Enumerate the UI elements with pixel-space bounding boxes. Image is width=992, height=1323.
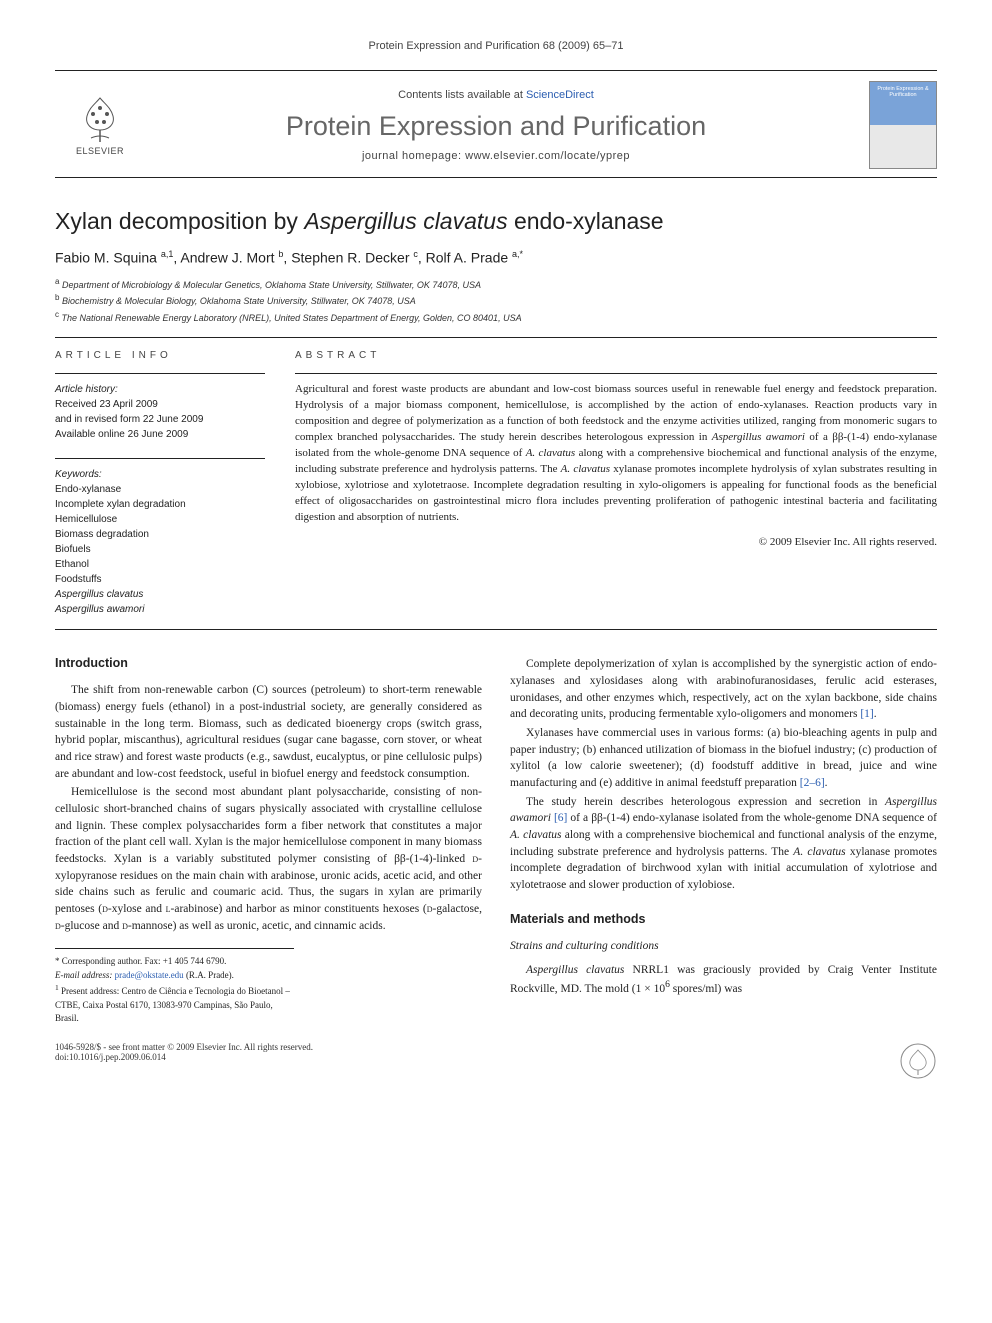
title-post: endo-xylanase — [508, 208, 664, 234]
strains-subheading: Strains and culturing conditions — [510, 940, 937, 952]
history-line: and in revised form 22 June 2009 — [55, 412, 265, 427]
present-address-note: 1 Present address: Centro de Ciência e T… — [55, 982, 294, 1026]
homepage-url: www.elsevier.com/locate/yprep — [465, 150, 630, 162]
info-abstract-row: article info Article history: Received 2… — [55, 350, 937, 617]
email-person: (R.A. Prade). — [186, 970, 234, 980]
keyword-item: Foodstuffs — [55, 572, 265, 587]
elsevier-tree-icon — [77, 94, 123, 144]
footer-left: 1046-5928/$ - see front matter © 2009 El… — [55, 1042, 313, 1082]
footnotes: * Corresponding author. Fax: +1 405 744 … — [55, 948, 294, 1026]
info-divider — [55, 373, 265, 374]
article-info-column: article info Article history: Received 2… — [55, 350, 265, 617]
divider-rule-2 — [55, 629, 937, 630]
journal-homepage-line: journal homepage: www.elsevier.com/locat… — [145, 150, 847, 162]
affiliation-line: a Department of Microbiology & Molecular… — [55, 276, 937, 293]
body-paragraph: The shift from non-renewable carbon (C) … — [55, 682, 482, 782]
cover-thumb-title: Protein Expression & Purification — [874, 86, 932, 98]
abstract-label: abstract — [295, 350, 937, 361]
journal-cover-thumbnail-icon: Protein Expression & Purification — [869, 81, 937, 169]
email-label: E-mail address: — [55, 970, 112, 980]
author-list: Fabio M. Squina a,1, Andrew J. Mort b, S… — [55, 249, 937, 266]
body-paragraph: Xylanases have commercial uses in variou… — [510, 725, 937, 792]
body-paragraph: Hemicellulose is the second most abundan… — [55, 784, 482, 934]
running-head: Protein Expression and Purification 68 (… — [55, 40, 937, 52]
present-address-marker: 1 — [55, 983, 59, 992]
abstract-text: Agricultural and forest waste products a… — [295, 382, 937, 525]
article-info-label: article info — [55, 350, 265, 361]
keyword-item: Ethanol — [55, 557, 265, 572]
affiliation-line: b Biochemistry & Molecular Biology, Okla… — [55, 292, 937, 309]
keywords-block: Keywords: Endo-xylanaseIncomplete xylan … — [55, 467, 265, 617]
body-paragraph: Aspergillus clavatus NRRL1 was graciousl… — [510, 962, 937, 998]
publisher-logo-block: ELSEVIER — [55, 90, 145, 160]
keyword-item: Aspergillus awamori — [55, 602, 265, 617]
article-history: Article history: Received 23 April 2009a… — [55, 382, 265, 442]
body-paragraph: Complete depolymerization of xylan is ac… — [510, 656, 937, 723]
abstract-column: abstract Agricultural and forest waste p… — [295, 350, 937, 617]
title-pre: Xylan decomposition by — [55, 208, 304, 234]
keyword-item: Aspergillus clavatus — [55, 587, 265, 602]
body-columns: Introduction The shift from non-renewabl… — [55, 656, 937, 1026]
sciencedirect-link[interactable]: ScienceDirect — [526, 89, 594, 101]
elsevier-circle-logo-icon — [899, 1042, 937, 1080]
masthead-center: Contents lists available at ScienceDirec… — [145, 89, 847, 162]
contents-available-line: Contents lists available at ScienceDirec… — [145, 89, 847, 101]
history-label: Article history: — [55, 382, 265, 397]
history-line: Received 23 April 2009 — [55, 397, 265, 412]
page-footer: 1046-5928/$ - see front matter © 2009 El… — [55, 1042, 937, 1082]
front-matter-line: 1046-5928/$ - see front matter © 2009 El… — [55, 1042, 313, 1052]
materials-methods-heading: Materials and methods — [510, 912, 937, 926]
keyword-item: Hemicellulose — [55, 512, 265, 527]
keyword-item: Biofuels — [55, 542, 265, 557]
affiliation-line: c The National Renewable Energy Laborato… — [55, 309, 937, 326]
history-line: Available online 26 June 2009 — [55, 427, 265, 442]
footer-right — [899, 1042, 937, 1082]
email-line: E-mail address: prade@okstate.edu (R.A. … — [55, 969, 294, 983]
corresponding-email-link[interactable]: prade@okstate.edu — [115, 970, 184, 980]
doi-line: doi:10.1016/j.pep.2009.06.014 — [55, 1052, 313, 1062]
abstract-divider — [295, 373, 937, 374]
elsevier-wordmark: ELSEVIER — [76, 146, 124, 156]
keyword-item: Incomplete xylan degradation — [55, 497, 265, 512]
article-title: Xylan decomposition by Aspergillus clava… — [55, 208, 937, 235]
info-divider-2 — [55, 458, 265, 459]
keywords-label: Keywords: — [55, 467, 265, 482]
masthead-right: Protein Expression & Purification — [847, 81, 937, 169]
masthead: ELSEVIER Contents lists available at Sci… — [55, 70, 937, 178]
contents-prefix: Contents lists available at — [398, 89, 526, 101]
page: Protein Expression and Purification 68 (… — [0, 0, 992, 1112]
corresponding-author-note: * Corresponding author. Fax: +1 405 744 … — [55, 955, 294, 969]
keyword-item: Endo-xylanase — [55, 482, 265, 497]
body-col-right: Complete depolymerization of xylan is ac… — [510, 656, 937, 1026]
title-species: Aspergillus clavatus — [304, 208, 507, 234]
homepage-prefix: journal homepage: — [362, 150, 465, 162]
body-paragraph: The study herein describes heterologous … — [510, 794, 937, 894]
journal-title: Protein Expression and Purification — [145, 111, 847, 142]
body-col-left: Introduction The shift from non-renewabl… — [55, 656, 482, 1026]
keyword-item: Biomass degradation — [55, 527, 265, 542]
divider-rule — [55, 337, 937, 338]
affiliations: a Department of Microbiology & Molecular… — [55, 276, 937, 326]
abstract-copyright: © 2009 Elsevier Inc. All rights reserved… — [295, 536, 937, 548]
elsevier-logo-icon: ELSEVIER — [70, 90, 130, 160]
intro-heading: Introduction — [55, 656, 482, 670]
present-address-text: Present address: Centro de Ciência e Tec… — [55, 986, 290, 1023]
